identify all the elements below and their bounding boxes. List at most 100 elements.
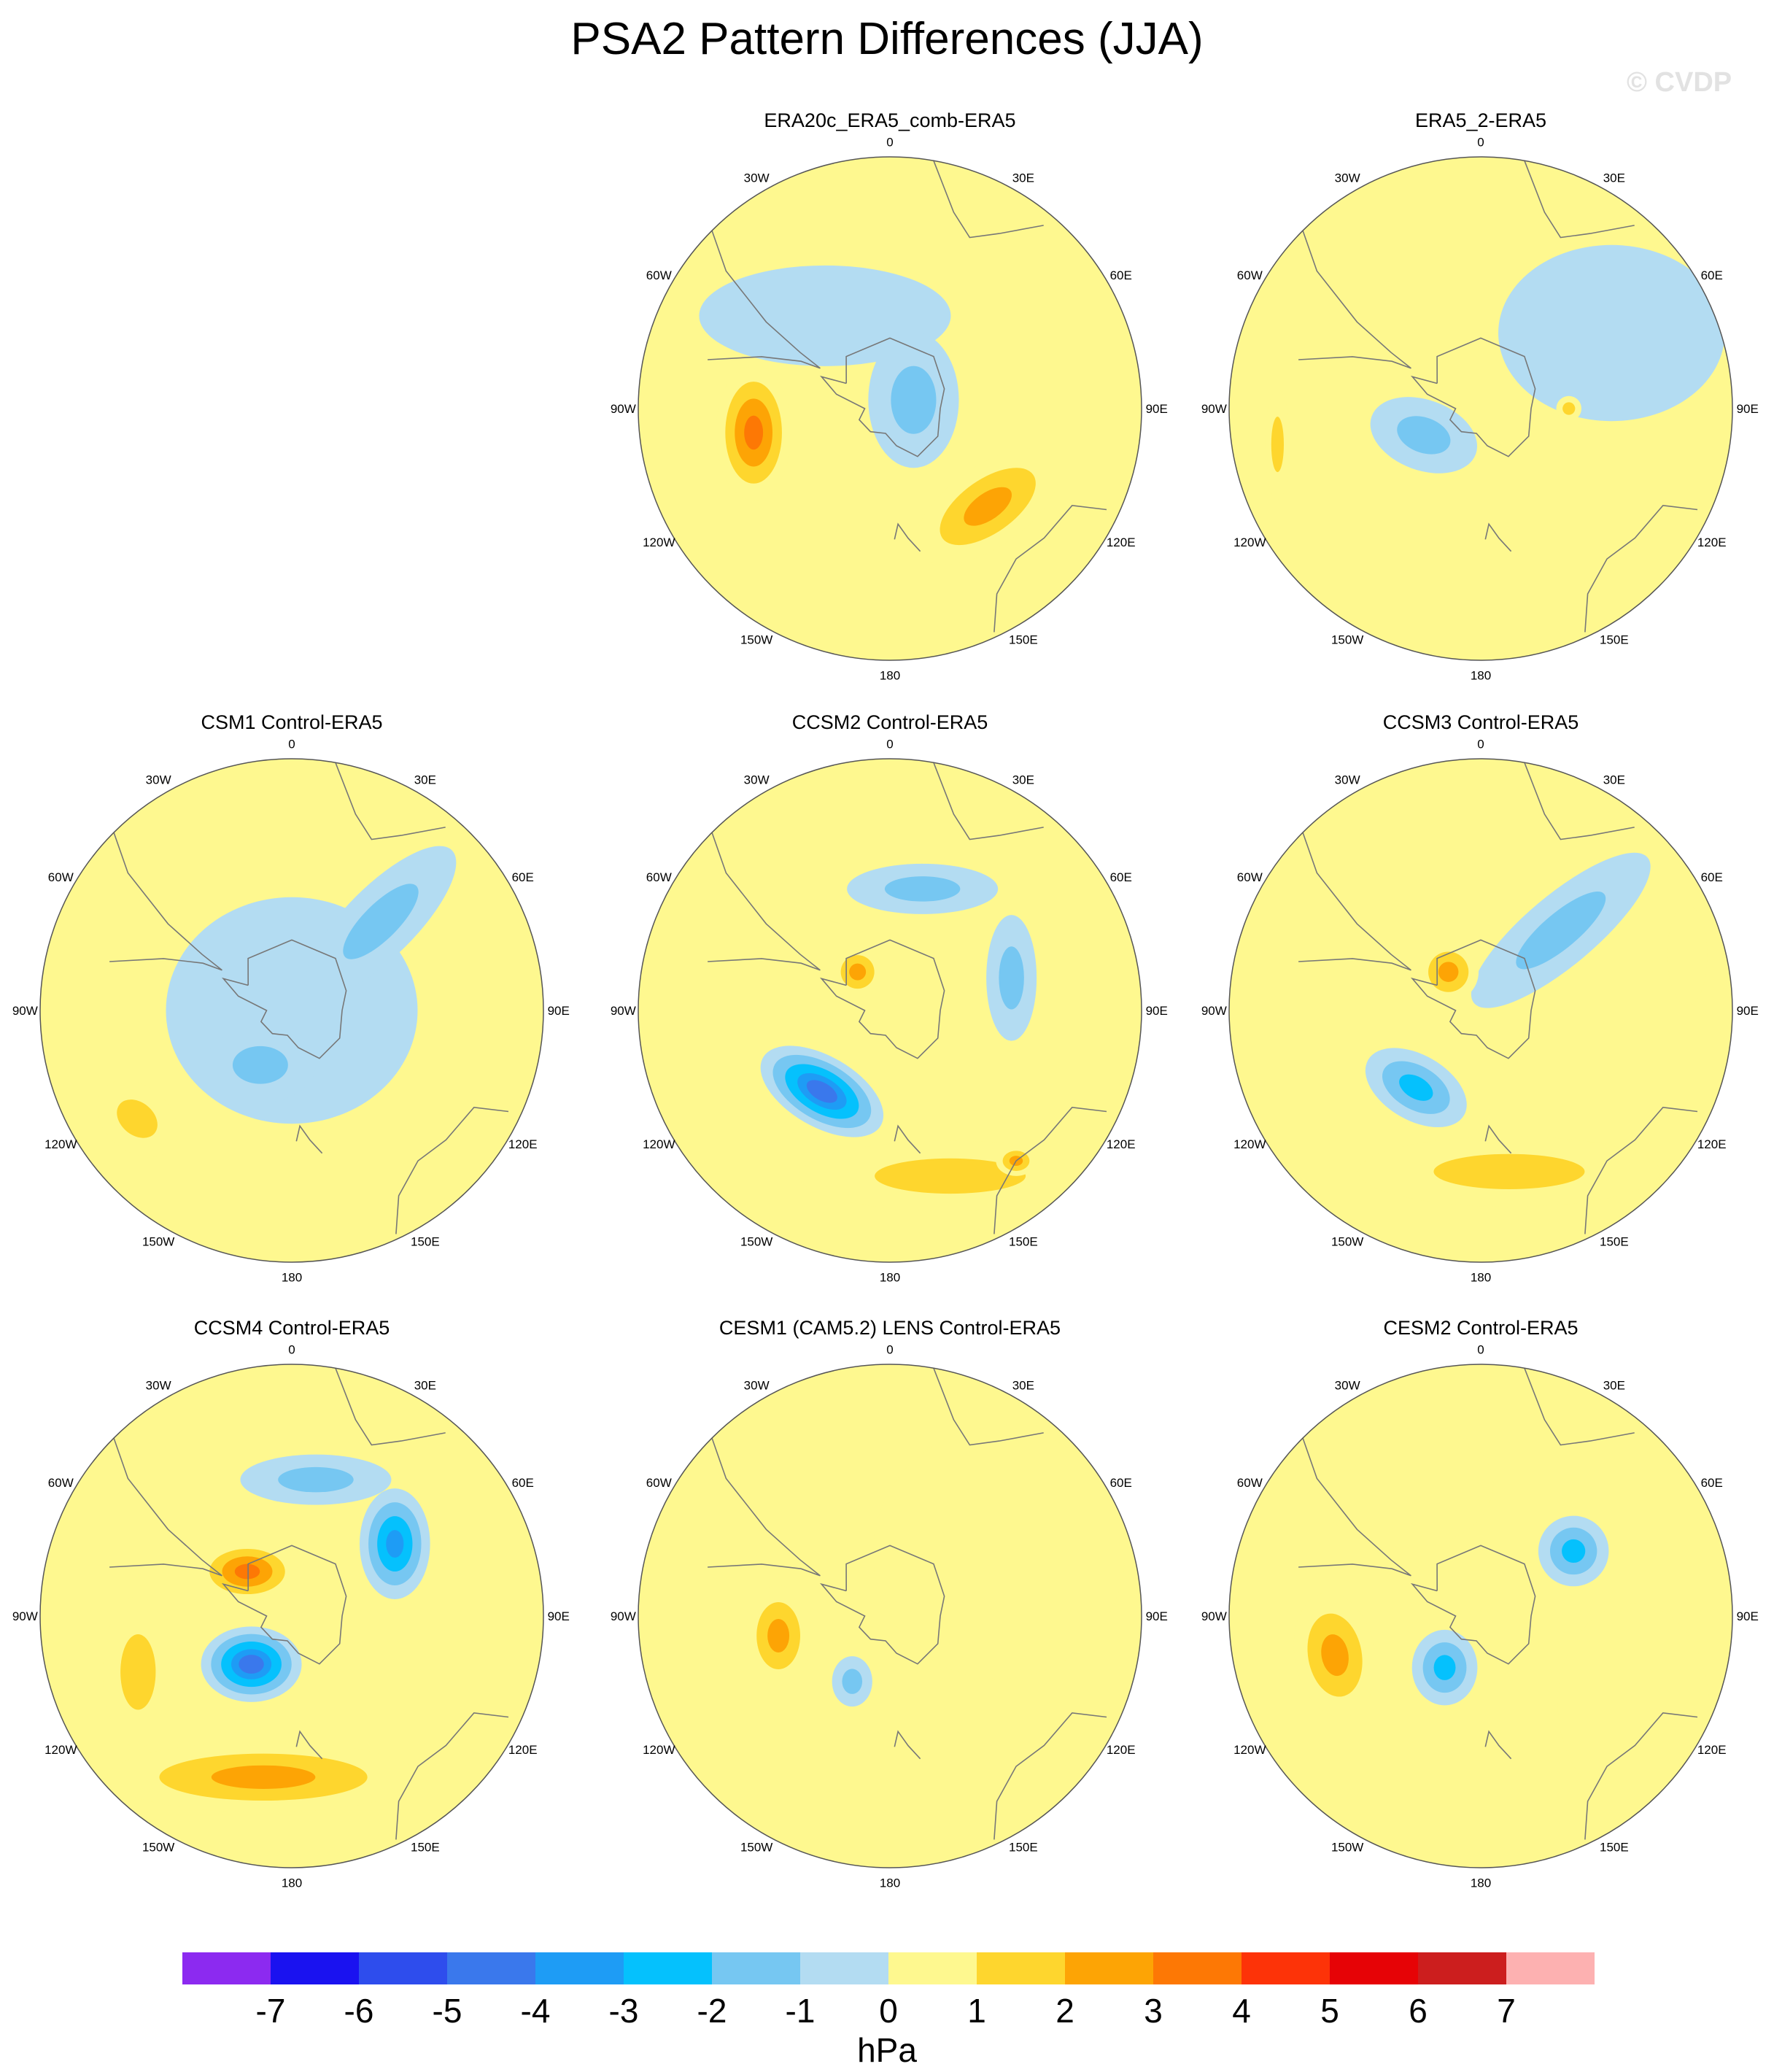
lon-label: 150W [1331,1235,1363,1249]
contour-fill [872,1427,1125,1679]
lon-label: 0 [1477,737,1484,751]
colorbar-tick-label: 0 [879,1992,898,2030]
contour-fill [884,876,961,902]
lon-label: 90E [1737,402,1759,416]
lon-label: 60E [1701,1476,1723,1490]
panel-title: ERA5_2-ERA5 [1414,109,1547,131]
lon-label: 150E [1009,1235,1038,1249]
coastline [109,1437,222,1577]
map-frame [1228,1364,1733,1868]
colorbar-tick-label: 5 [1320,1992,1339,2030]
coastline [819,337,945,457]
polar-map: 0 30E 60E 90E 120E 150E 180 150W 120W 90W 60W 30W [1201,1342,1759,1890]
lon-label: 120E [1107,1743,1136,1757]
coastline [1298,1437,1411,1577]
lon-label: 90E [548,1004,570,1018]
lon-label: 30E [1012,171,1034,185]
coastline [993,1712,1107,1840]
polar-map: 0 30E 60E 90E 120E 150E 180 150W 120W 90W 60W 30W [611,135,1168,683]
colorbar-swatch [888,1952,977,1984]
lon-label: 180 [1471,669,1491,683]
contour-fill [234,1563,260,1580]
lon-label: 150W [1331,633,1363,647]
lon-label: 150E [411,1235,440,1249]
lon-label: 60E [1110,268,1132,282]
coastline [1584,504,1698,633]
contour-fill [232,1045,288,1084]
colorbar-swatch [359,1952,447,1984]
contour-fill [1399,1074,1433,1101]
colorbar-swatch [1506,1952,1595,1984]
lon-label: 60E [1110,1476,1132,1490]
lon-label: 120W [44,1743,77,1757]
map-frame [638,156,1142,661]
map-frame [39,1364,544,1868]
polar-map: 0 30E 60E 90E 120E 150E 180 150W 120W 90W 60W 30W [1201,737,1759,1285]
coastline [1410,939,1536,1059]
contour-fill [278,1466,354,1493]
colorbar-swatch [1065,1952,1153,1984]
contour-fill [1557,1603,1709,1805]
lon-label: 90W [1201,402,1227,416]
contour-fill [1667,905,1708,1006]
contour-fill [849,963,867,981]
contour-fill [1317,1422,1494,1548]
lon-label: 60W [1237,1476,1263,1490]
lon-label: 90W [611,402,636,416]
coastline [1524,1367,1635,1446]
contour-fill [211,1765,316,1789]
coastline [1410,337,1536,457]
lon-label: 90E [1737,1609,1759,1623]
contour-fill [120,1634,156,1710]
colorbar-swatch [800,1952,888,1984]
polar-map: 0 30E 60E 90E 120E 150E 180 150W 120W 90W 60W 30W [1201,135,1759,683]
coastline [1484,522,1512,552]
coastline [335,1367,446,1446]
contour-fill [842,1669,863,1694]
lon-label: 30W [146,1378,171,1392]
contour-fill [767,1618,790,1652]
panel-title: CCSM2 Control-ERA5 [791,711,988,733]
contour-fill [1321,1634,1349,1677]
coastline [933,160,1044,239]
colorbar-tick-label: 7 [1497,1992,1516,2030]
lon-label: 150W [740,633,772,647]
lon-label: 150W [740,1841,772,1855]
coastline [109,832,222,971]
lon-label: 180 [1471,1271,1491,1285]
coastline [395,1106,509,1234]
lon-label: 120W [643,1137,675,1151]
lon-label: 0 [886,135,893,149]
lon-label: 0 [1477,1342,1484,1356]
lon-label: 60W [1237,870,1263,884]
contour-fill [1562,402,1576,415]
panel-title: CCSM4 Control-ERA5 [193,1317,390,1339]
panel-title: CCSM3 Control-ERA5 [1382,711,1579,733]
figure-title: PSA2 Pattern Differences (JJA) [570,14,1204,64]
contour-fill [1438,962,1459,982]
colorbar-tick-label: 4 [1232,1992,1251,2030]
colorbar-tick-label: -5 [433,1992,462,2030]
lon-label: 120E [1697,536,1727,549]
contour-fill [343,884,419,959]
lon-label: 60W [48,1476,74,1490]
coastline [335,762,446,840]
contour-fill [239,1655,264,1674]
map-panel-cesm1: CESM1 (CAM5.2) LENS Control-ERA5 0 30E 60E 9… [598,1317,1182,1915]
coastline [1524,160,1635,239]
map-panel-ccsm3: CCSM3 Control-ERA5 0 30E 60E 90E 120E 150E 180 1… [1189,711,1773,1310]
colorbar-tick-label: 2 [1056,1992,1074,2030]
map-frame [638,758,1142,1263]
lon-label: 30E [414,773,436,786]
lon-label: 30E [1603,773,1625,786]
contour-fill [891,366,937,434]
map-panel-ccsm2: CCSM2 Control-ERA5 0 30E 60E 90E 120E 150E 180 1… [598,711,1182,1310]
map-panel-era5_2: ERA5_2-ERA5 0 30E 60E 90E 120E 150E 180 150W 120W… [1189,109,1773,708]
lon-label: 30W [146,773,171,786]
contour-fill [1433,1655,1456,1680]
colorbar-swatch [1153,1952,1242,1984]
lon-label: 180 [880,669,900,683]
lon-label: 30W [1335,773,1360,786]
lon-label: 90W [611,1609,636,1623]
map-frame [39,758,544,1263]
